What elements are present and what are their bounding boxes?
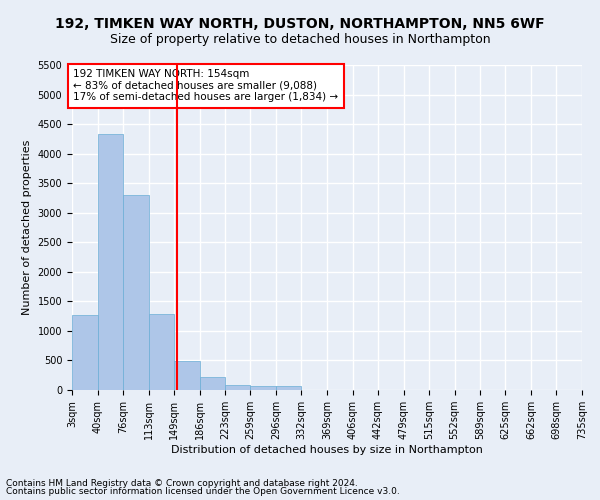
Bar: [276, 386, 301, 390]
Text: Contains public sector information licensed under the Open Government Licence v3: Contains public sector information licen…: [6, 487, 400, 496]
Bar: [174, 361, 199, 390]
Bar: [72, 315, 98, 390]
Bar: [199, 378, 225, 390]
Text: 192 TIMKEN WAY NORTH: 154sqm
← 83% of detached houses are smaller (9,088)
17% of: 192 TIMKEN WAY NORTH: 154sqm ← 83% of de…: [73, 69, 338, 102]
Bar: [123, 195, 149, 390]
Text: 192, TIMKEN WAY NORTH, DUSTON, NORTHAMPTON, NN5 6WF: 192, TIMKEN WAY NORTH, DUSTON, NORTHAMPT…: [55, 18, 545, 32]
Text: Size of property relative to detached houses in Northampton: Size of property relative to detached ho…: [110, 32, 490, 46]
Bar: [149, 314, 174, 390]
Bar: [225, 384, 250, 390]
X-axis label: Distribution of detached houses by size in Northampton: Distribution of detached houses by size …: [171, 445, 483, 455]
Text: Contains HM Land Registry data © Crown copyright and database right 2024.: Contains HM Land Registry data © Crown c…: [6, 478, 358, 488]
Y-axis label: Number of detached properties: Number of detached properties: [22, 140, 32, 315]
Bar: [250, 386, 276, 390]
Bar: [98, 134, 123, 390]
